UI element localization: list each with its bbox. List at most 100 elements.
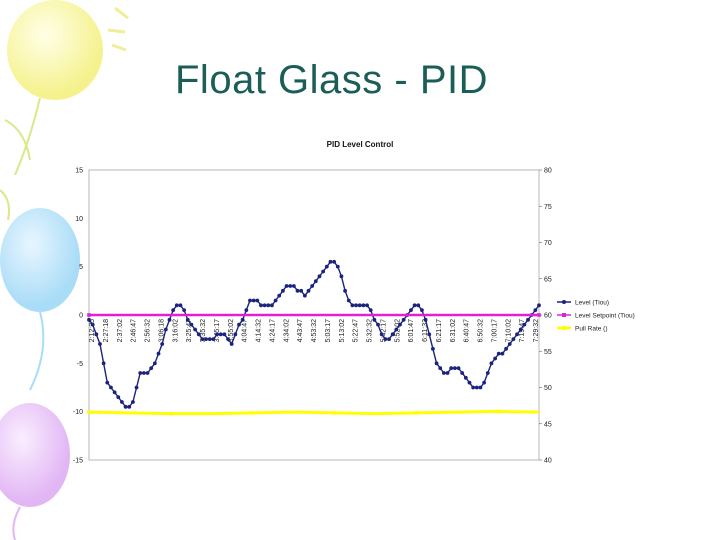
level-point bbox=[222, 332, 227, 337]
level-point bbox=[390, 332, 395, 337]
level-point bbox=[131, 400, 135, 404]
level-point bbox=[357, 303, 362, 308]
level-point bbox=[394, 327, 399, 332]
level-point bbox=[365, 303, 369, 308]
setpoint-point bbox=[537, 313, 541, 317]
y-tick-right: 50 bbox=[544, 385, 552, 392]
y-tick-left: -5 bbox=[77, 361, 83, 368]
level-point bbox=[152, 361, 157, 366]
level-point bbox=[281, 288, 285, 293]
y-tick-right: 60 bbox=[544, 313, 552, 320]
level-point bbox=[259, 303, 263, 308]
legend: Level (Tiou) Level Setpoint (Tiou) Pull Ra… bbox=[557, 300, 635, 333]
y-tick-left: 5 bbox=[79, 264, 83, 271]
level-point bbox=[423, 317, 428, 322]
level-point bbox=[273, 298, 278, 303]
level-point bbox=[343, 288, 347, 293]
x-tick-label: 3:06:18 bbox=[158, 319, 165, 342]
level-point bbox=[537, 303, 541, 308]
level-point bbox=[504, 346, 508, 351]
level-point bbox=[237, 322, 241, 327]
legend-entry: Level Setpoint (Tiou) bbox=[575, 313, 635, 320]
level-point bbox=[211, 337, 216, 342]
y-tick-right: 65 bbox=[544, 276, 552, 283]
level-point bbox=[178, 303, 183, 308]
level-point bbox=[134, 385, 139, 390]
level-point bbox=[284, 284, 289, 288]
level-point bbox=[160, 342, 165, 346]
level-point bbox=[409, 308, 413, 313]
level-point bbox=[339, 274, 344, 279]
level-point bbox=[207, 337, 212, 342]
x-tick-label: 5:03:17 bbox=[325, 319, 332, 342]
level-point bbox=[460, 371, 465, 375]
x-tick-label: 2:37:02 bbox=[117, 319, 124, 342]
level-point bbox=[416, 303, 421, 308]
level-point bbox=[361, 303, 366, 308]
level-point bbox=[317, 274, 322, 279]
level-point bbox=[229, 342, 234, 346]
pull-rate-point bbox=[414, 411, 419, 415]
level-point bbox=[441, 371, 446, 375]
level-point bbox=[379, 332, 384, 337]
level-point bbox=[383, 337, 388, 342]
x-tick-label: 4:24:17 bbox=[269, 319, 276, 342]
legend-swatch-marker bbox=[562, 300, 566, 304]
level-point bbox=[196, 332, 201, 337]
level-point bbox=[182, 308, 187, 313]
y-tick-left: 15 bbox=[75, 168, 83, 175]
level-point bbox=[163, 327, 168, 332]
legend-swatch-marker bbox=[562, 313, 566, 317]
level-point bbox=[94, 332, 99, 337]
x-tick-label: 4:34:02 bbox=[283, 319, 290, 342]
y-tick-right: 45 bbox=[544, 421, 552, 428]
x-tick-label: 3:45:17 bbox=[214, 319, 221, 342]
x-tick-label: 2:46:47 bbox=[131, 319, 138, 342]
x-tick-label: 3:35:32 bbox=[200, 319, 207, 342]
y-axis-right: 80 75 70 65 60 55 50 45 40 bbox=[539, 168, 552, 465]
x-tick-label: 7:19:47 bbox=[519, 319, 526, 342]
pull-rate-point bbox=[250, 411, 255, 415]
y-tick-right: 75 bbox=[544, 204, 552, 211]
x-tick-label: 5:42:17 bbox=[380, 319, 387, 342]
level-point bbox=[482, 380, 487, 385]
level-point bbox=[116, 395, 121, 400]
setpoint-point bbox=[87, 313, 91, 317]
level-point bbox=[193, 327, 197, 332]
level-point bbox=[200, 337, 205, 342]
level-point bbox=[420, 308, 424, 313]
level-point bbox=[127, 404, 132, 409]
level-point bbox=[218, 332, 223, 337]
level-point bbox=[332, 259, 337, 264]
level-point bbox=[248, 298, 252, 303]
x-tick-label: 2:56:32 bbox=[145, 319, 152, 342]
level-point bbox=[398, 322, 402, 327]
series-layer bbox=[87, 259, 541, 416]
level-point bbox=[522, 322, 527, 327]
x-axis: 2:12:25 2:27:18 2:37:02 2:46:47 2:56:32 3:06:… bbox=[89, 319, 540, 342]
x-tick-label: 6:01:47 bbox=[408, 319, 415, 342]
level-point bbox=[101, 361, 106, 366]
level-point bbox=[335, 264, 340, 269]
x-tick-label: 2:27:18 bbox=[103, 319, 110, 342]
level-point bbox=[463, 375, 468, 380]
level-point bbox=[171, 308, 176, 313]
level-point bbox=[376, 322, 380, 327]
level-point bbox=[401, 317, 406, 322]
level-point bbox=[324, 264, 329, 269]
yellow-balloon-icon bbox=[4, 0, 129, 176]
level-point bbox=[98, 342, 102, 346]
level-point bbox=[350, 303, 355, 308]
level-point bbox=[156, 351, 161, 356]
level-point bbox=[266, 303, 271, 308]
level-point bbox=[90, 322, 95, 327]
level-point bbox=[456, 366, 461, 371]
level-point bbox=[449, 366, 454, 371]
x-tick-label: 4:43:47 bbox=[297, 319, 304, 342]
level-point bbox=[105, 380, 110, 385]
level-point bbox=[255, 298, 260, 303]
level-point bbox=[485, 371, 490, 375]
level-point bbox=[354, 303, 358, 308]
purple-balloon-icon bbox=[0, 403, 70, 540]
level-point bbox=[387, 337, 391, 342]
